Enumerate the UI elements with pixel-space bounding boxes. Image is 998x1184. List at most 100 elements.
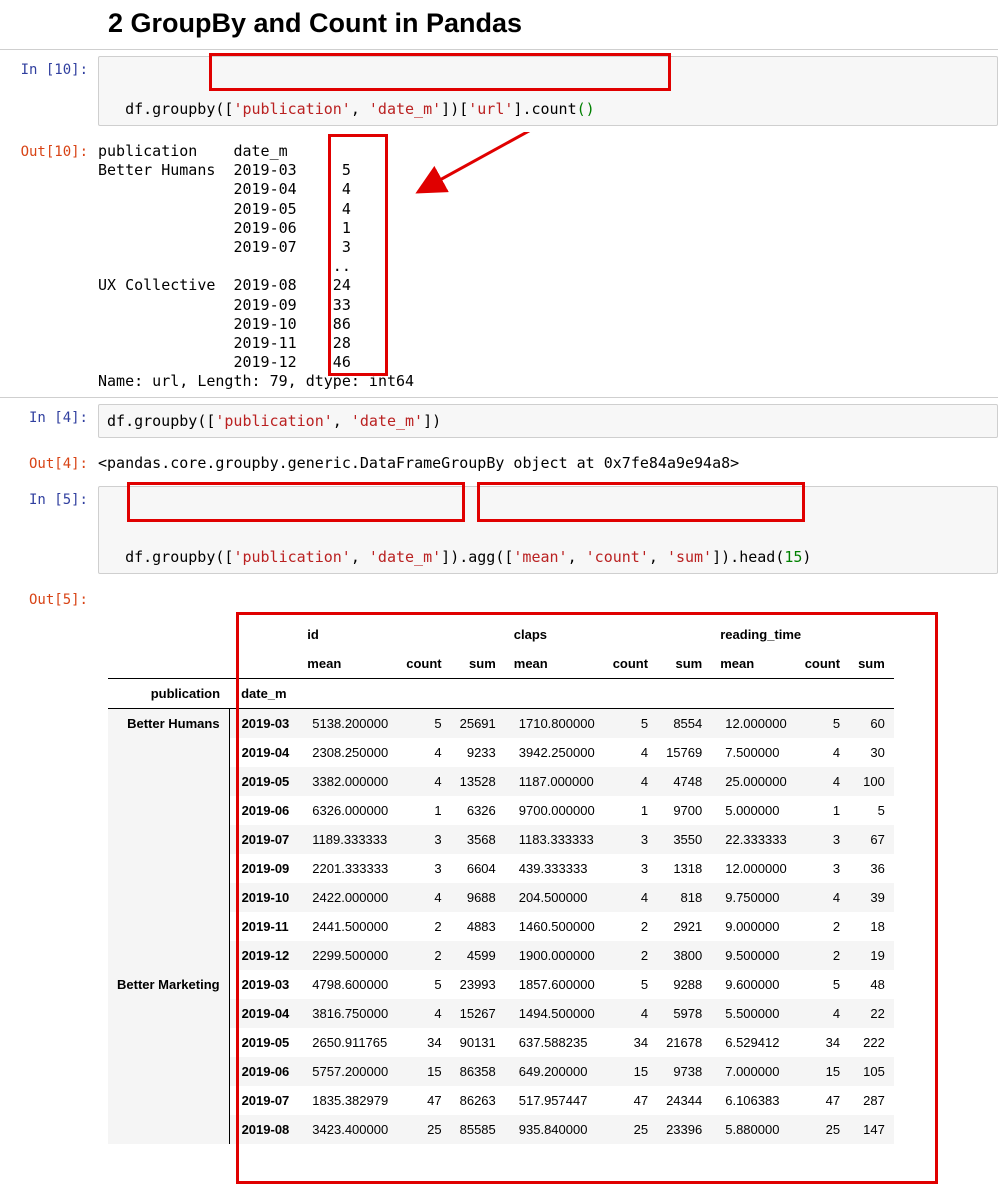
cell: 3568 <box>451 825 505 854</box>
cell: 2 <box>796 941 849 970</box>
cell: 204.500000 <box>505 883 604 912</box>
code-token: groupby <box>134 412 197 430</box>
cell: 1 <box>397 796 450 825</box>
row-index-date: 2019-11 <box>229 912 298 941</box>
cell: 3 <box>796 854 849 883</box>
code-token: 'mean' <box>513 548 567 566</box>
code-token: . <box>459 548 468 566</box>
cell: 5 <box>849 796 894 825</box>
prompt-out-10: Out[10]: <box>0 138 98 160</box>
cell: 6326.000000 <box>298 796 397 825</box>
cell: 2 <box>604 912 657 941</box>
cell: 4748 <box>657 767 711 796</box>
cell: 47 <box>796 1086 849 1115</box>
cell: 25691 <box>451 708 505 738</box>
dataframe-table: id claps reading_time meancountsummeanco… <box>108 620 894 1144</box>
cell: 24344 <box>657 1086 711 1115</box>
cell: 67 <box>849 825 894 854</box>
row-index-date: 2019-07 <box>229 1086 298 1115</box>
cell: 39 <box>849 883 894 912</box>
cell: 649.200000 <box>505 1057 604 1086</box>
cell-in-10: In [10]: df.groupby(['publication', 'dat… <box>0 50 998 132</box>
sub-col-sum: sum <box>849 649 894 679</box>
cell: 2 <box>397 912 450 941</box>
code-input-5[interactable]: df.groupby(['publication', 'date_m']).ag… <box>98 486 998 574</box>
code-token: [ <box>459 100 468 118</box>
cell: 4 <box>397 767 450 796</box>
cell: 5978 <box>657 999 711 1028</box>
cell: 4 <box>796 738 849 767</box>
cell: 2201.333333 <box>298 854 397 883</box>
cell: 13528 <box>451 767 505 796</box>
cell: 25 <box>397 1115 450 1144</box>
cell: 2441.500000 <box>298 912 397 941</box>
cell: 3 <box>604 854 657 883</box>
cell: 22.333333 <box>711 825 795 854</box>
highlight-box-groupby-count <box>209 53 671 91</box>
prompt-in-5: In [5]: <box>0 486 98 508</box>
cell: 15 <box>397 1057 450 1086</box>
code-token: ) <box>721 548 730 566</box>
row-index-date: 2019-06 <box>229 796 298 825</box>
cell: 9.750000 <box>711 883 795 912</box>
cell: 15267 <box>451 999 505 1028</box>
code-token: ) <box>450 100 459 118</box>
col-group-id: id <box>298 620 504 649</box>
cell: 5 <box>796 708 849 738</box>
sub-col-mean: mean <box>298 649 397 679</box>
table-row: Better Humans2019-035138.200000525691171… <box>108 708 894 738</box>
cell: 15 <box>796 1057 849 1086</box>
cell: 15 <box>604 1057 657 1086</box>
cell: 3800 <box>657 941 711 970</box>
sub-col-count: count <box>604 649 657 679</box>
code-token: ) <box>450 548 459 566</box>
code-token: count <box>531 100 576 118</box>
cell: 439.333333 <box>505 854 604 883</box>
cell: 25 <box>796 1115 849 1144</box>
cell: 9688 <box>451 883 505 912</box>
code-token: ] <box>712 548 721 566</box>
sub-col-sum: sum <box>657 649 711 679</box>
highlight-box-groupby <box>127 482 465 522</box>
cell: 7.000000 <box>711 1057 795 1086</box>
cell: 5138.200000 <box>298 708 397 738</box>
cell: 3 <box>796 825 849 854</box>
cell: 2422.000000 <box>298 883 397 912</box>
cell: 6326 <box>451 796 505 825</box>
cell-in-5: In [5]: df.groupby(['publication', 'date… <box>0 480 998 580</box>
cell: 2650.911765 <box>298 1028 397 1057</box>
code-token: . <box>143 548 152 566</box>
code-token: ] <box>441 548 450 566</box>
code-token: ( <box>577 100 586 118</box>
code-token: , <box>351 100 369 118</box>
code-token: 15 <box>784 548 802 566</box>
row-index-publication: Better Marketing <box>108 970 229 1144</box>
code-input-4[interactable]: df.groupby(['publication', 'date_m']) <box>98 404 998 438</box>
cell: 818 <box>657 883 711 912</box>
cell: 1 <box>604 796 657 825</box>
cell: 4 <box>796 999 849 1028</box>
cell: 5 <box>604 708 657 738</box>
cell: 4 <box>397 738 450 767</box>
cell: 3 <box>397 825 450 854</box>
cell: 9233 <box>451 738 505 767</box>
cell: 30 <box>849 738 894 767</box>
cell: 4 <box>796 767 849 796</box>
cell: 4883 <box>451 912 505 941</box>
cell: 4798.600000 <box>298 970 397 999</box>
cell: 5.000000 <box>711 796 795 825</box>
cell: 4 <box>796 883 849 912</box>
code-token: 'sum' <box>667 548 712 566</box>
cell: 34 <box>397 1028 450 1057</box>
cell: 86263 <box>451 1086 505 1115</box>
cell: 8554 <box>657 708 711 738</box>
code-token: 'count' <box>586 548 649 566</box>
cell: 90131 <box>451 1028 505 1057</box>
prompt-in-4: In [4]: <box>0 404 98 426</box>
row-index-date: 2019-06 <box>229 1057 298 1086</box>
code-token: . <box>125 412 134 430</box>
cell: 3 <box>397 854 450 883</box>
cell: 9700.000000 <box>505 796 604 825</box>
code-input-10[interactable]: df.groupby(['publication', 'date_m'])['u… <box>98 56 998 126</box>
code-token: . <box>730 548 739 566</box>
